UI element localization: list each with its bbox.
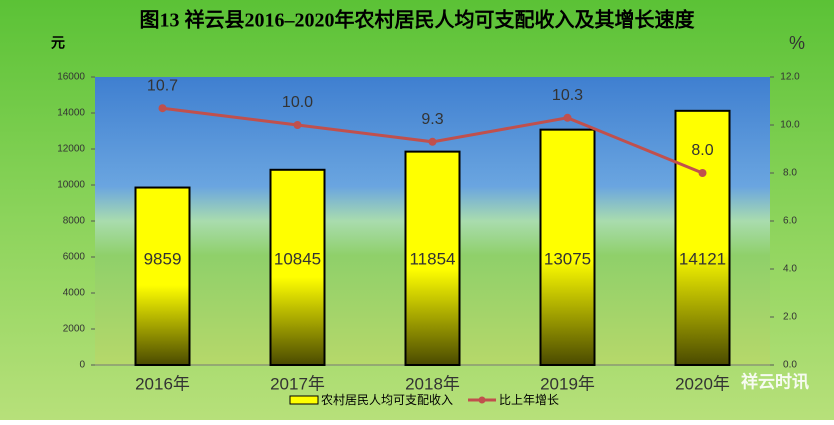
bar-value-label: 11854 [409, 249, 455, 268]
bar-value-label: 10845 [274, 249, 321, 268]
y-tick-label: 16000 [57, 72, 85, 83]
line-value-label: 10.3 [552, 87, 583, 104]
chart-title: 图13 祥云县2016–2020年农村居民人均可支配收入及其增长速度 [140, 8, 696, 32]
y-tick-label: 14000 [57, 108, 85, 119]
line-point [563, 113, 572, 122]
line-value-label: 10.7 [147, 77, 178, 94]
y-tick-label: 10000 [57, 180, 85, 191]
legend-label: 比上年增长 [499, 393, 559, 407]
y-axis-label: 元 [51, 35, 65, 51]
line-point [158, 104, 167, 113]
bar-value-label: 9859 [144, 249, 182, 268]
bar [269, 168, 326, 366]
y2-tick-label: 4.0 [783, 264, 797, 275]
y-tick-label: 2000 [63, 324, 86, 335]
line-point [698, 169, 707, 177]
bar-value-label: 13075 [544, 249, 591, 268]
y-tick-label: 12000 [57, 144, 85, 155]
y2-axis-label: % [789, 33, 805, 53]
bar [404, 150, 461, 366]
y2-tick-label: 8.0 [783, 168, 797, 179]
y-tick-label: 0 [79, 360, 85, 371]
bar [539, 128, 596, 366]
bar [134, 186, 191, 366]
legend-swatch [289, 395, 319, 405]
x-tick-label: 2016年 [135, 374, 190, 393]
y2-tick-label: 6.0 [783, 216, 797, 227]
line-value-label: 9.3 [421, 111, 443, 128]
y2-tick-label: 12.0 [780, 72, 800, 83]
x-tick-label: 2020年 [675, 374, 730, 393]
watermark: 祥云时讯 [741, 371, 809, 391]
x-tick-label: 2017年 [270, 374, 325, 393]
y-tick-label: 4000 [63, 288, 86, 299]
y-tick-label: 8000 [63, 216, 86, 227]
line-value-label: 8.0 [691, 142, 713, 159]
y2-tick-label: 0.0 [783, 360, 797, 371]
line-point [428, 137, 437, 146]
legend-swatch [478, 396, 486, 404]
x-tick-label: 2018年 [405, 374, 460, 393]
bar [674, 109, 731, 366]
bar-value-label: 14121 [679, 249, 726, 268]
legend-label: 农村居民人均可支配收入 [321, 393, 453, 407]
y2-tick-label: 2.0 [783, 312, 797, 323]
line-value-label: 10.0 [282, 94, 313, 111]
y-tick-label: 6000 [63, 252, 86, 263]
y2-tick-label: 10.0 [780, 120, 800, 131]
x-tick-label: 2019年 [540, 374, 595, 393]
line-point [293, 121, 302, 129]
